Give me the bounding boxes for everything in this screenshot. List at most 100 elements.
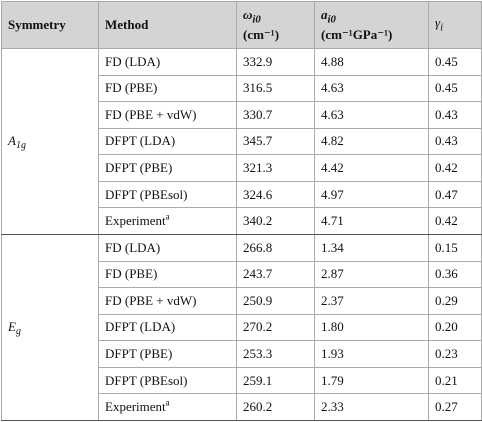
a-unit: (cm⁻¹GPa⁻¹) bbox=[321, 27, 393, 43]
omega-cell: 270.2 bbox=[236, 313, 315, 342]
table-row: FD (PBE) 243.7 2.87 0.36 bbox=[2, 260, 482, 289]
method-cell: FD (PBE) bbox=[98, 260, 237, 289]
method-label: DFPT (LDA) bbox=[105, 319, 176, 335]
omega-cell: 253.3 bbox=[236, 340, 315, 368]
table-row: Eg FD (LDA) 266.8 1.34 0.15 bbox=[1, 233, 482, 422]
method-cell: DFPT (LDA) bbox=[98, 127, 237, 156]
omega-unit: (cm⁻¹) bbox=[243, 27, 280, 43]
symmetry-subscript: g bbox=[15, 326, 21, 338]
gamma-subscript: i bbox=[440, 21, 444, 34]
table-row: DFPT (PBE) 253.3 1.93 0.23 bbox=[2, 340, 482, 368]
header-symmetry: Symmetry bbox=[1, 1, 99, 49]
method-label: DFPT (PBEsol) bbox=[105, 372, 188, 388]
method-cell: Experimenta bbox=[98, 393, 237, 421]
table-row: DFPT (LDA) 270.2 1.80 0.20 bbox=[2, 313, 482, 342]
a-cell: 2.33 bbox=[314, 393, 429, 421]
header-omega: ωi0 (cm⁻¹) bbox=[236, 1, 315, 49]
method-cell: FD (PBE) bbox=[98, 74, 237, 103]
footnote-marker: a bbox=[165, 397, 170, 408]
method-cell: FD (LDA) bbox=[98, 233, 237, 262]
gamma-cell: 0.43 bbox=[428, 101, 482, 129]
method-cell: FD (PBE + vdW) bbox=[98, 287, 237, 315]
symmetry-subscript: 1g bbox=[15, 140, 26, 152]
a-cell: 1.80 bbox=[314, 313, 429, 342]
omega-cell: 345.7 bbox=[236, 127, 315, 156]
gamma-cell: 0.47 bbox=[428, 180, 482, 209]
method-label: FD (PBE) bbox=[105, 266, 158, 282]
gamma-cell: 0.43 bbox=[428, 127, 482, 156]
method-cell: Experimenta bbox=[98, 207, 237, 235]
method-label: DFPT (PBE) bbox=[105, 345, 173, 361]
a-cell: 4.71 bbox=[314, 207, 429, 235]
a-cell: 4.63 bbox=[314, 74, 429, 103]
omega-cell: 330.7 bbox=[236, 101, 315, 129]
method-cell: DFPT (PBE) bbox=[98, 154, 237, 182]
a-cell: 2.87 bbox=[314, 260, 429, 289]
gamma-cell: 0.27 bbox=[428, 393, 482, 421]
symmetry-label: E bbox=[8, 319, 16, 335]
table-row: A1g FD (LDA) 332.9 4.88 0.45 bbox=[1, 48, 482, 235]
a-cell: 4.63 bbox=[314, 101, 429, 129]
omega-cell: 316.5 bbox=[236, 74, 315, 103]
header-a: ai0 (cm⁻¹GPa⁻¹) bbox=[314, 1, 429, 49]
table-row: FD (PBE + vdW) 250.9 2.37 0.29 bbox=[2, 287, 482, 315]
omega-cell: 260.2 bbox=[236, 393, 315, 421]
a-subscript: i0 bbox=[327, 13, 336, 26]
a-cell: 4.97 bbox=[314, 180, 429, 209]
omega-cell: 321.3 bbox=[236, 154, 315, 182]
header-gamma: γi bbox=[428, 1, 482, 49]
method-cell: FD (LDA) bbox=[98, 48, 237, 76]
gamma-symbol: γ bbox=[435, 14, 441, 30]
symmetry-cell: A1g bbox=[1, 48, 99, 235]
table-row: Experimenta 340.2 4.71 0.42 bbox=[2, 207, 482, 235]
method-label: FD (PBE) bbox=[105, 80, 158, 96]
table-row: DFPT (PBEsol) 324.6 4.97 0.47 bbox=[2, 180, 482, 209]
method-cell: FD (PBE + vdW) bbox=[98, 101, 237, 129]
omega-cell: 324.6 bbox=[236, 180, 315, 209]
method-label: FD (LDA) bbox=[105, 53, 161, 69]
a-symbol: a bbox=[321, 6, 328, 22]
omega-subscript: i0 bbox=[252, 13, 261, 26]
gamma-cell: 0.36 bbox=[428, 260, 482, 289]
table-row: FD (PBE + vdW) 330.7 4.63 0.43 bbox=[2, 101, 482, 129]
header-method: Method bbox=[98, 1, 237, 49]
omega-cell: 259.1 bbox=[236, 366, 315, 395]
table-body: A1g FD (LDA) 332.9 4.88 0.45 FD (PBE) 316.5 4.6… bbox=[1, 48, 482, 422]
method-label: DFPT (PBEsol) bbox=[105, 186, 188, 202]
table-row: Experimenta 260.2 2.33 0.27 bbox=[2, 393, 482, 421]
method-label: FD (PBE + vdW) bbox=[105, 292, 197, 308]
a-cell: 2.37 bbox=[314, 287, 429, 315]
table-row: DFPT (LDA) 345.7 4.82 0.43 bbox=[2, 127, 482, 156]
a-cell: 1.93 bbox=[314, 340, 429, 368]
gamma-cell: 0.15 bbox=[428, 233, 482, 262]
method-label: FD (LDA) bbox=[105, 239, 161, 255]
a-cell: 4.42 bbox=[314, 154, 429, 182]
table-header-row: Symmetry Method ωi0 (cm⁻¹) ai0 (cm⁻¹GPa⁻… bbox=[1, 1, 482, 49]
gamma-cell: 0.21 bbox=[428, 366, 482, 395]
a-cell: 1.79 bbox=[314, 366, 429, 395]
a-cell: 4.88 bbox=[314, 48, 429, 76]
gamma-cell: 0.20 bbox=[428, 313, 482, 342]
symmetry-label: A bbox=[8, 133, 16, 149]
omega-cell: 243.7 bbox=[236, 260, 315, 289]
symmetry-cell: Eg bbox=[1, 233, 99, 422]
gamma-cell: 0.45 bbox=[428, 74, 482, 103]
omega-cell: 266.8 bbox=[236, 233, 315, 262]
gamma-cell: 0.23 bbox=[428, 340, 482, 368]
footnote-marker: a bbox=[165, 211, 170, 222]
method-label: Experiment bbox=[105, 399, 166, 415]
method-label: Experiment bbox=[105, 213, 166, 229]
method-label: DFPT (LDA) bbox=[105, 133, 176, 149]
omega-cell: 340.2 bbox=[236, 207, 315, 235]
gamma-cell: 0.29 bbox=[428, 287, 482, 315]
method-cell: DFPT (PBE) bbox=[98, 340, 237, 368]
a-cell: 1.34 bbox=[314, 233, 429, 262]
method-label: FD (PBE + vdW) bbox=[105, 106, 197, 122]
method-cell: DFPT (PBEsol) bbox=[98, 366, 237, 395]
method-cell: DFPT (LDA) bbox=[98, 313, 237, 342]
gamma-cell: 0.42 bbox=[428, 207, 482, 235]
omega-symbol: ω bbox=[243, 6, 253, 22]
method-cell: DFPT (PBEsol) bbox=[98, 180, 237, 209]
